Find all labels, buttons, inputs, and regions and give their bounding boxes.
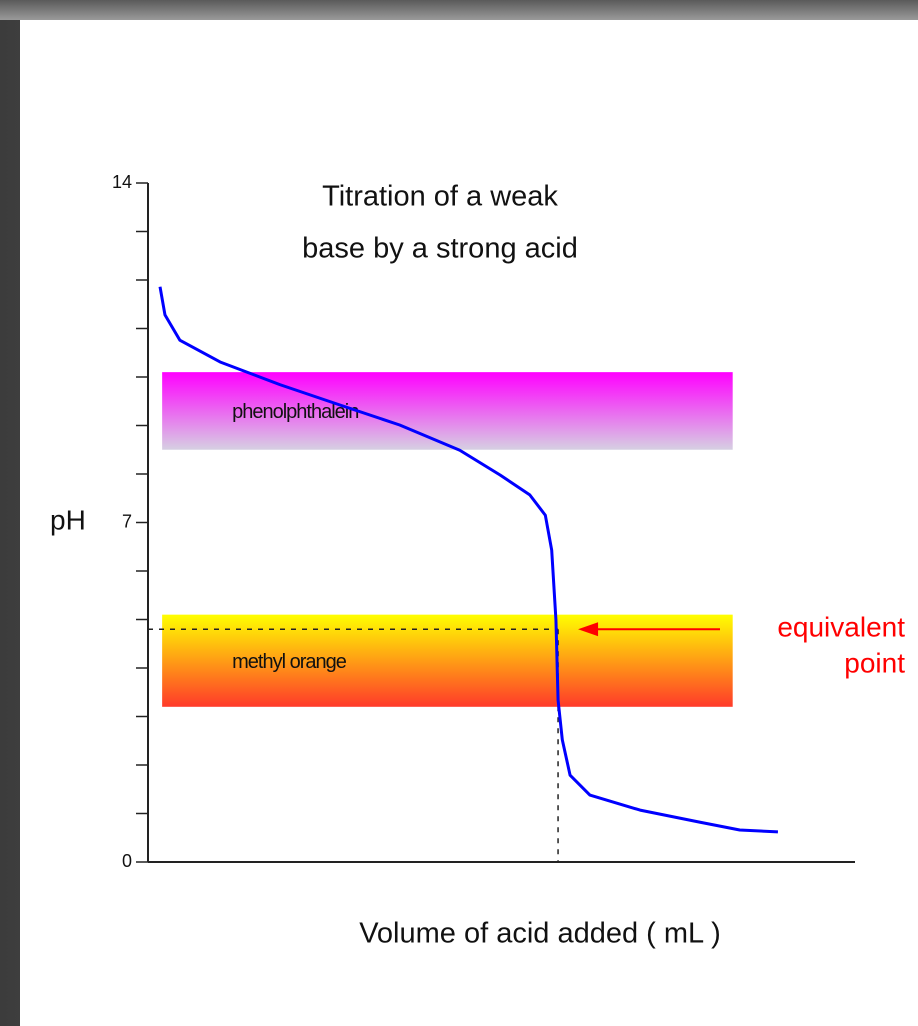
x-axis-label: Volume of acid added ( mL ) <box>359 918 721 950</box>
y-tick-label: 14 <box>112 172 132 192</box>
titration-curve <box>158 286 779 834</box>
indicator-band <box>162 372 733 450</box>
y-tick-label: 0 <box>122 851 132 871</box>
annotation-text: equivalent <box>777 612 905 643</box>
title-line: base by a strong acid <box>302 233 578 265</box>
band-label: methyl orange <box>232 651 347 673</box>
frame-top <box>0 0 918 20</box>
band-label: phenolphthalein <box>232 401 358 423</box>
y-tick-label: 7 <box>122 511 132 531</box>
annotation-text: point <box>844 648 905 679</box>
title-line: Titration of a weak <box>322 181 558 213</box>
annotation-arrowhead <box>578 622 599 637</box>
background <box>20 20 918 1026</box>
y-axis-label: pH <box>50 504 86 535</box>
